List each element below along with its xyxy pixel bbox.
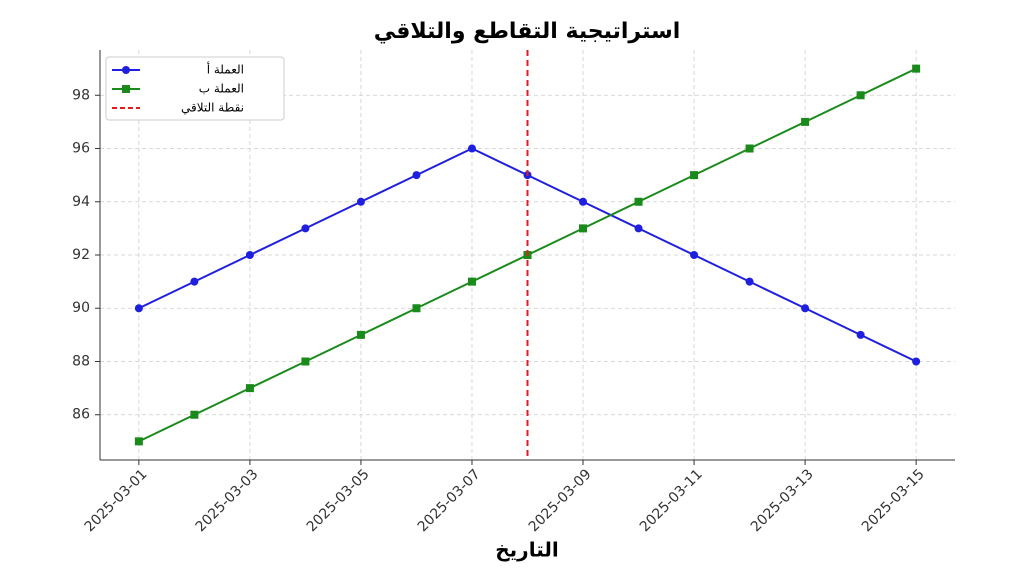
y-tick-label: 88 (72, 353, 90, 369)
point (134, 304, 143, 313)
x-tick-label: 2025-03-13 (748, 466, 817, 535)
chart-title: استراتيجية التقاطع والتلاقي (374, 19, 681, 44)
point (579, 197, 588, 206)
point (745, 144, 754, 153)
point (134, 437, 143, 446)
x-tick-label: 2025-03-07 (415, 466, 484, 535)
point (745, 277, 754, 286)
x-tick-label: 2025-03-01 (82, 466, 151, 535)
legend-label: العملة ب (199, 82, 244, 96)
legend-label: العملة أ (207, 62, 244, 77)
point (856, 91, 865, 100)
point (412, 304, 421, 313)
legend-marker (122, 66, 130, 74)
point (634, 224, 643, 233)
point (356, 197, 365, 206)
point (245, 384, 254, 393)
y-tick-label: 94 (72, 194, 90, 210)
y-tick-label: 96 (72, 141, 90, 157)
point (912, 64, 921, 73)
point (801, 304, 810, 313)
point (301, 224, 310, 233)
point (634, 197, 643, 206)
y-tick-label: 98 (72, 87, 90, 103)
x-axis-label: التاريخ (495, 538, 558, 562)
point (467, 277, 476, 286)
point (912, 357, 921, 366)
point (190, 410, 199, 419)
point (190, 277, 199, 286)
point (301, 357, 310, 366)
x-tick-label: 2025-03-05 (304, 466, 373, 535)
x-tick-label: 2025-03-11 (637, 466, 706, 535)
point (856, 330, 865, 339)
legend: العملة أ العملة ب نقطة التلاقي (105, 56, 285, 121)
point (801, 117, 810, 126)
y-tick-label: 86 (72, 407, 90, 423)
point (356, 330, 365, 339)
legend-box (105, 56, 285, 121)
point (245, 251, 254, 259)
point (579, 224, 588, 233)
x-tick-label: 2025-03-09 (526, 466, 595, 535)
legend-marker (122, 85, 130, 93)
legend-label: نقطة التلاقي (181, 101, 244, 115)
x-tick-label: 2025-03-03 (193, 466, 262, 535)
point (412, 171, 421, 180)
y-tick-label: 92 (72, 247, 90, 263)
y-tick-label: 90 (72, 300, 90, 316)
x-tick-label: 2025-03-15 (859, 466, 928, 535)
point (690, 171, 699, 180)
point (467, 144, 476, 153)
point (690, 251, 699, 259)
